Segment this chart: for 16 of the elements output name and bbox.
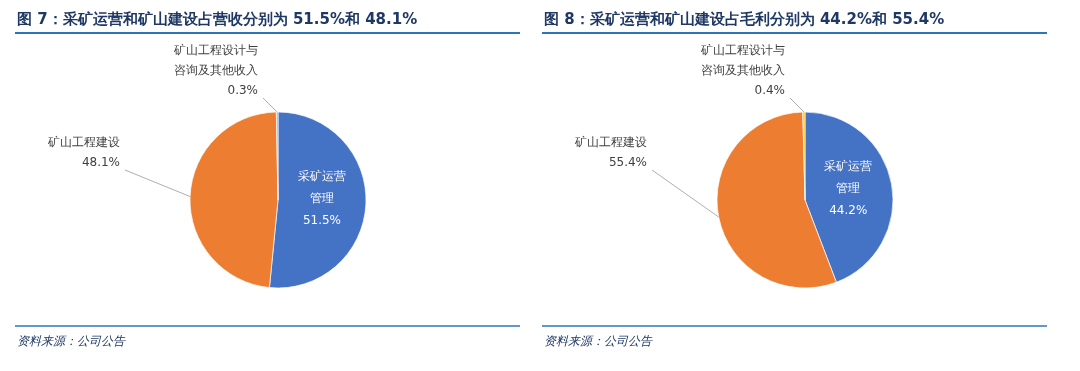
slice-label: 矿山工程设计与咨询及其他收入 (173, 43, 258, 77)
text: 资料来源：公司公告 (17, 334, 126, 348)
chart-title: 图 7：采矿运营和矿山建设占营收分别为 51.5%和 48.1% (17, 10, 418, 28)
slice-label: 矿山工程建设 (574, 135, 647, 149)
chart-title: 图 8：采矿运营和矿山建设占毛利分别为 44.2%和 55.4% (544, 10, 945, 28)
data-label: 0.3% (227, 83, 258, 97)
data-label: 48.1% (81, 155, 120, 169)
data-label: 44.2% (829, 203, 868, 218)
slice-label: 矿山工程建设 (47, 135, 120, 149)
data-label: 55.4% (608, 155, 647, 169)
data-label: 51.5% (302, 213, 342, 228)
slice-label: 采矿运营管理 (824, 159, 873, 196)
slice-label: 采矿运营管理 (297, 169, 346, 206)
data-label: 0.4% (754, 83, 785, 97)
text: 资料来源：公司公告 (544, 334, 653, 348)
slice-label: 矿山工程设计与咨询及其他收入 (700, 43, 785, 77)
